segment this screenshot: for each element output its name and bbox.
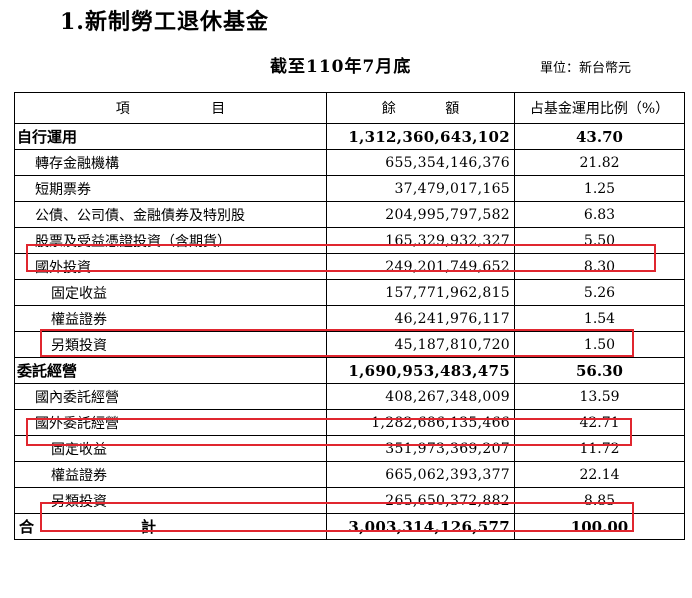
row-amount: 1,282,686,135,466	[326, 409, 515, 436]
header-amount: 餘額	[326, 92, 515, 124]
row-label: 固定收益	[14, 279, 327, 306]
total-row: 合計 3,003,314,126,577 100.00	[14, 513, 685, 540]
table-row: 轉存金融機構 655,354,146,376 21.82	[14, 149, 685, 176]
row-amount: 655,354,146,376	[326, 149, 515, 176]
table-row: 委託經營 1,690,953,483,475 56.30	[14, 357, 685, 384]
table-row: 另類投資 45,187,810,720 1.50	[14, 331, 685, 358]
unit-label: 單位：新台幣元	[540, 61, 632, 76]
row-label: 轉存金融機構	[14, 149, 327, 176]
row-ratio: 21.82	[514, 149, 685, 176]
row-label: 委託經營	[14, 357, 327, 384]
row-ratio: 56.30	[514, 357, 685, 384]
table-row: 另類投資 265,650,372,882 8.85	[14, 487, 685, 514]
table-row: 權益證券 665,062,393,377 22.14	[14, 461, 685, 488]
row-ratio: 8.85	[514, 487, 685, 514]
row-label: 權益證券	[14, 305, 327, 332]
row-label: 國內委託經營	[14, 383, 327, 410]
total-label: 合計	[14, 513, 327, 540]
row-ratio: 13.59	[514, 383, 685, 410]
row-amount: 1,690,953,483,475	[326, 357, 515, 384]
row-label: 另類投資	[14, 487, 327, 514]
row-amount: 157,771,962,815	[326, 279, 515, 306]
row-ratio: 1.25	[514, 175, 685, 202]
row-label: 權益證券	[14, 461, 327, 488]
row-label: 另類投資	[14, 331, 327, 358]
row-amount: 665,062,393,377	[326, 461, 515, 488]
table-row: 公債、公司債、金融債券及特別股 204,995,797,582 6.83	[14, 201, 685, 228]
row-label: 股票及受益憑證投資（含期貨）	[14, 227, 327, 254]
row-ratio: 42.71	[514, 409, 685, 436]
row-ratio: 22.14	[514, 461, 685, 488]
total-amount: 3,003,314,126,577	[326, 513, 515, 540]
table-row: 國內委託經營 408,267,348,009 13.59	[14, 383, 685, 410]
table-row: 固定收益 157,771,962,815 5.26	[14, 279, 685, 306]
row-label: 自行運用	[14, 123, 327, 150]
row-label: 國外投資	[14, 253, 327, 280]
table-row: 國外委託經營 1,282,686,135,466 42.71	[14, 409, 685, 436]
row-amount: 265,650,372,882	[326, 487, 515, 514]
row-amount: 1,312,360,643,102	[326, 123, 515, 150]
table-row: 固定收益 351,973,369,207 11.72	[14, 435, 685, 462]
table-row: 國外投資 249,201,749,652 8.30	[14, 253, 685, 280]
header-ratio: 占基金運用比例（%）	[514, 92, 685, 124]
row-label: 公債、公司債、金融債券及特別股	[14, 201, 327, 228]
table-row: 自行運用 1,312,360,643,102 43.70	[14, 123, 685, 150]
page-title: 1.新制勞工退休基金	[60, 9, 269, 35]
row-amount: 37,479,017,165	[326, 175, 515, 202]
header-row: 項目 餘額 占基金運用比例（%）	[14, 92, 685, 124]
row-amount: 46,241,976,117	[326, 305, 515, 332]
table-row: 股票及受益憑證投資（含期貨） 165,329,932,327 5.50	[14, 227, 685, 254]
row-amount: 249,201,749,652	[326, 253, 515, 280]
row-ratio: 43.70	[514, 123, 685, 150]
row-ratio: 5.50	[514, 227, 685, 254]
fund-table: 項目 餘額 占基金運用比例（%） 自行運用 1,312,360,643,102 …	[14, 92, 685, 540]
row-label: 國外委託經營	[14, 409, 327, 436]
table-row: 權益證券 46,241,976,117 1.54	[14, 305, 685, 332]
row-amount: 408,267,348,009	[326, 383, 515, 410]
row-ratio: 6.83	[514, 201, 685, 228]
row-ratio: 8.30	[514, 253, 685, 280]
row-ratio: 1.54	[514, 305, 685, 332]
row-amount: 351,973,369,207	[326, 435, 515, 462]
table-row: 短期票券 37,479,017,165 1.25	[14, 175, 685, 202]
row-ratio: 5.26	[514, 279, 685, 306]
row-label: 短期票券	[14, 175, 327, 202]
row-label: 固定收益	[14, 435, 327, 462]
header-item: 項目	[14, 92, 327, 124]
date-subtitle: 截至110年7月底	[270, 57, 412, 77]
total-ratio: 100.00	[514, 513, 685, 540]
row-amount: 165,329,932,327	[326, 227, 515, 254]
row-ratio: 11.72	[514, 435, 685, 462]
row-amount: 204,995,797,582	[326, 201, 515, 228]
row-amount: 45,187,810,720	[326, 331, 515, 358]
row-ratio: 1.50	[514, 331, 685, 358]
